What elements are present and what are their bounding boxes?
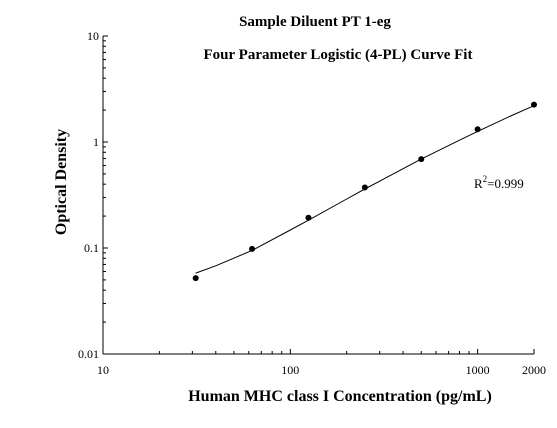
- x-axis-label: Human MHC class I Concentration (pg/mL): [188, 388, 492, 405]
- chart-title: Sample Diluent PT 1-eg: [239, 14, 391, 30]
- data-point: [474, 126, 481, 133]
- data-point: [305, 214, 312, 221]
- data-point: [418, 156, 425, 163]
- x-tick-label: 100: [281, 363, 299, 377]
- data-point: [531, 101, 537, 108]
- chart-subtitle: Four Parameter Logistic (4-PL) Curve Fit: [204, 47, 473, 63]
- y-tick-label: 0.01: [78, 347, 99, 361]
- y-tick-label: 10: [87, 29, 99, 43]
- y-tick-label: 1: [93, 135, 99, 149]
- y-tick-label: 0.1: [84, 241, 99, 255]
- data-point: [249, 245, 256, 252]
- axis-ticks: 10 1 0.1 0.01 10 100 1000 2000: [78, 29, 546, 377]
- x-tick-label: 10: [97, 363, 109, 377]
- y-axis-label: Optical Density: [53, 129, 70, 235]
- data-point: [361, 184, 368, 191]
- x-tick-label: 1000: [466, 363, 490, 377]
- data-points: [192, 101, 537, 282]
- r-squared-annotation: R2=0.999: [474, 174, 524, 191]
- x-tick-label: 2000: [522, 363, 546, 377]
- data-point: [192, 275, 199, 282]
- plot-axes: [102, 36, 534, 355]
